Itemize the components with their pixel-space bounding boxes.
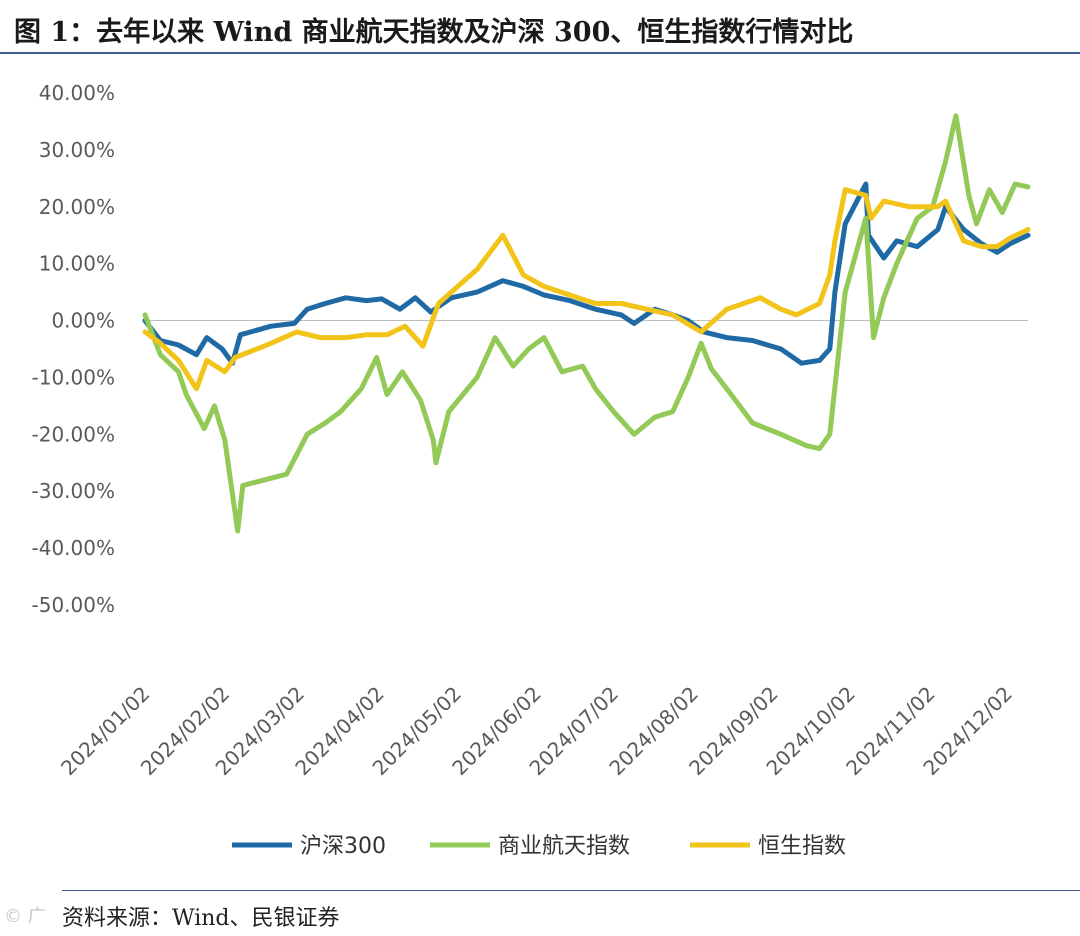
title-divider xyxy=(0,52,1080,54)
y-tick-label: -50.00% xyxy=(32,593,115,617)
y-tick-label: -30.00% xyxy=(32,479,115,503)
y-tick-label: 30.00% xyxy=(39,138,115,162)
y-tick-label: -10.00% xyxy=(32,365,115,389)
y-tick-label: 40.00% xyxy=(39,81,115,105)
line-chart: 40.00% 30.00% 20.00% 10.00% 0.00% -10.00% -20.… xyxy=(32,81,1031,859)
source-divider xyxy=(62,890,1080,891)
source-note: 资料来源：Wind、民银证券 xyxy=(62,906,340,931)
y-tick-label: -20.00% xyxy=(32,422,115,446)
y-tick-label: 20.00% xyxy=(39,195,115,219)
series-line-商业航天指数 xyxy=(142,113,1031,534)
legend-label: 商业航天指数 xyxy=(498,834,630,859)
series-line-恒生指数 xyxy=(142,187,1031,392)
y-tick-label: 10.00% xyxy=(39,252,115,276)
x-axis: 2024/01/022024/02/022024/03/022024/04/02… xyxy=(56,682,1017,780)
legend-label: 恒生指数 xyxy=(758,834,846,859)
y-tick-label: -40.00% xyxy=(32,536,115,560)
y-axis: 40.00% 30.00% 20.00% 10.00% 0.00% -10.00% -20.… xyxy=(32,81,115,617)
watermark: © 广 xyxy=(4,906,46,927)
chart-title: 图 1：去年以来 Wind 商业航天指数及沪深 300、恒生指数行情对比 xyxy=(14,17,854,48)
legend: 沪深300 商业航天指数 恒生指数 xyxy=(232,834,846,859)
y-tick-label: 0.00% xyxy=(51,309,115,333)
legend-label: 沪深300 xyxy=(300,834,386,859)
series-layer xyxy=(142,113,1031,534)
series-line-沪深300 xyxy=(142,181,1031,366)
